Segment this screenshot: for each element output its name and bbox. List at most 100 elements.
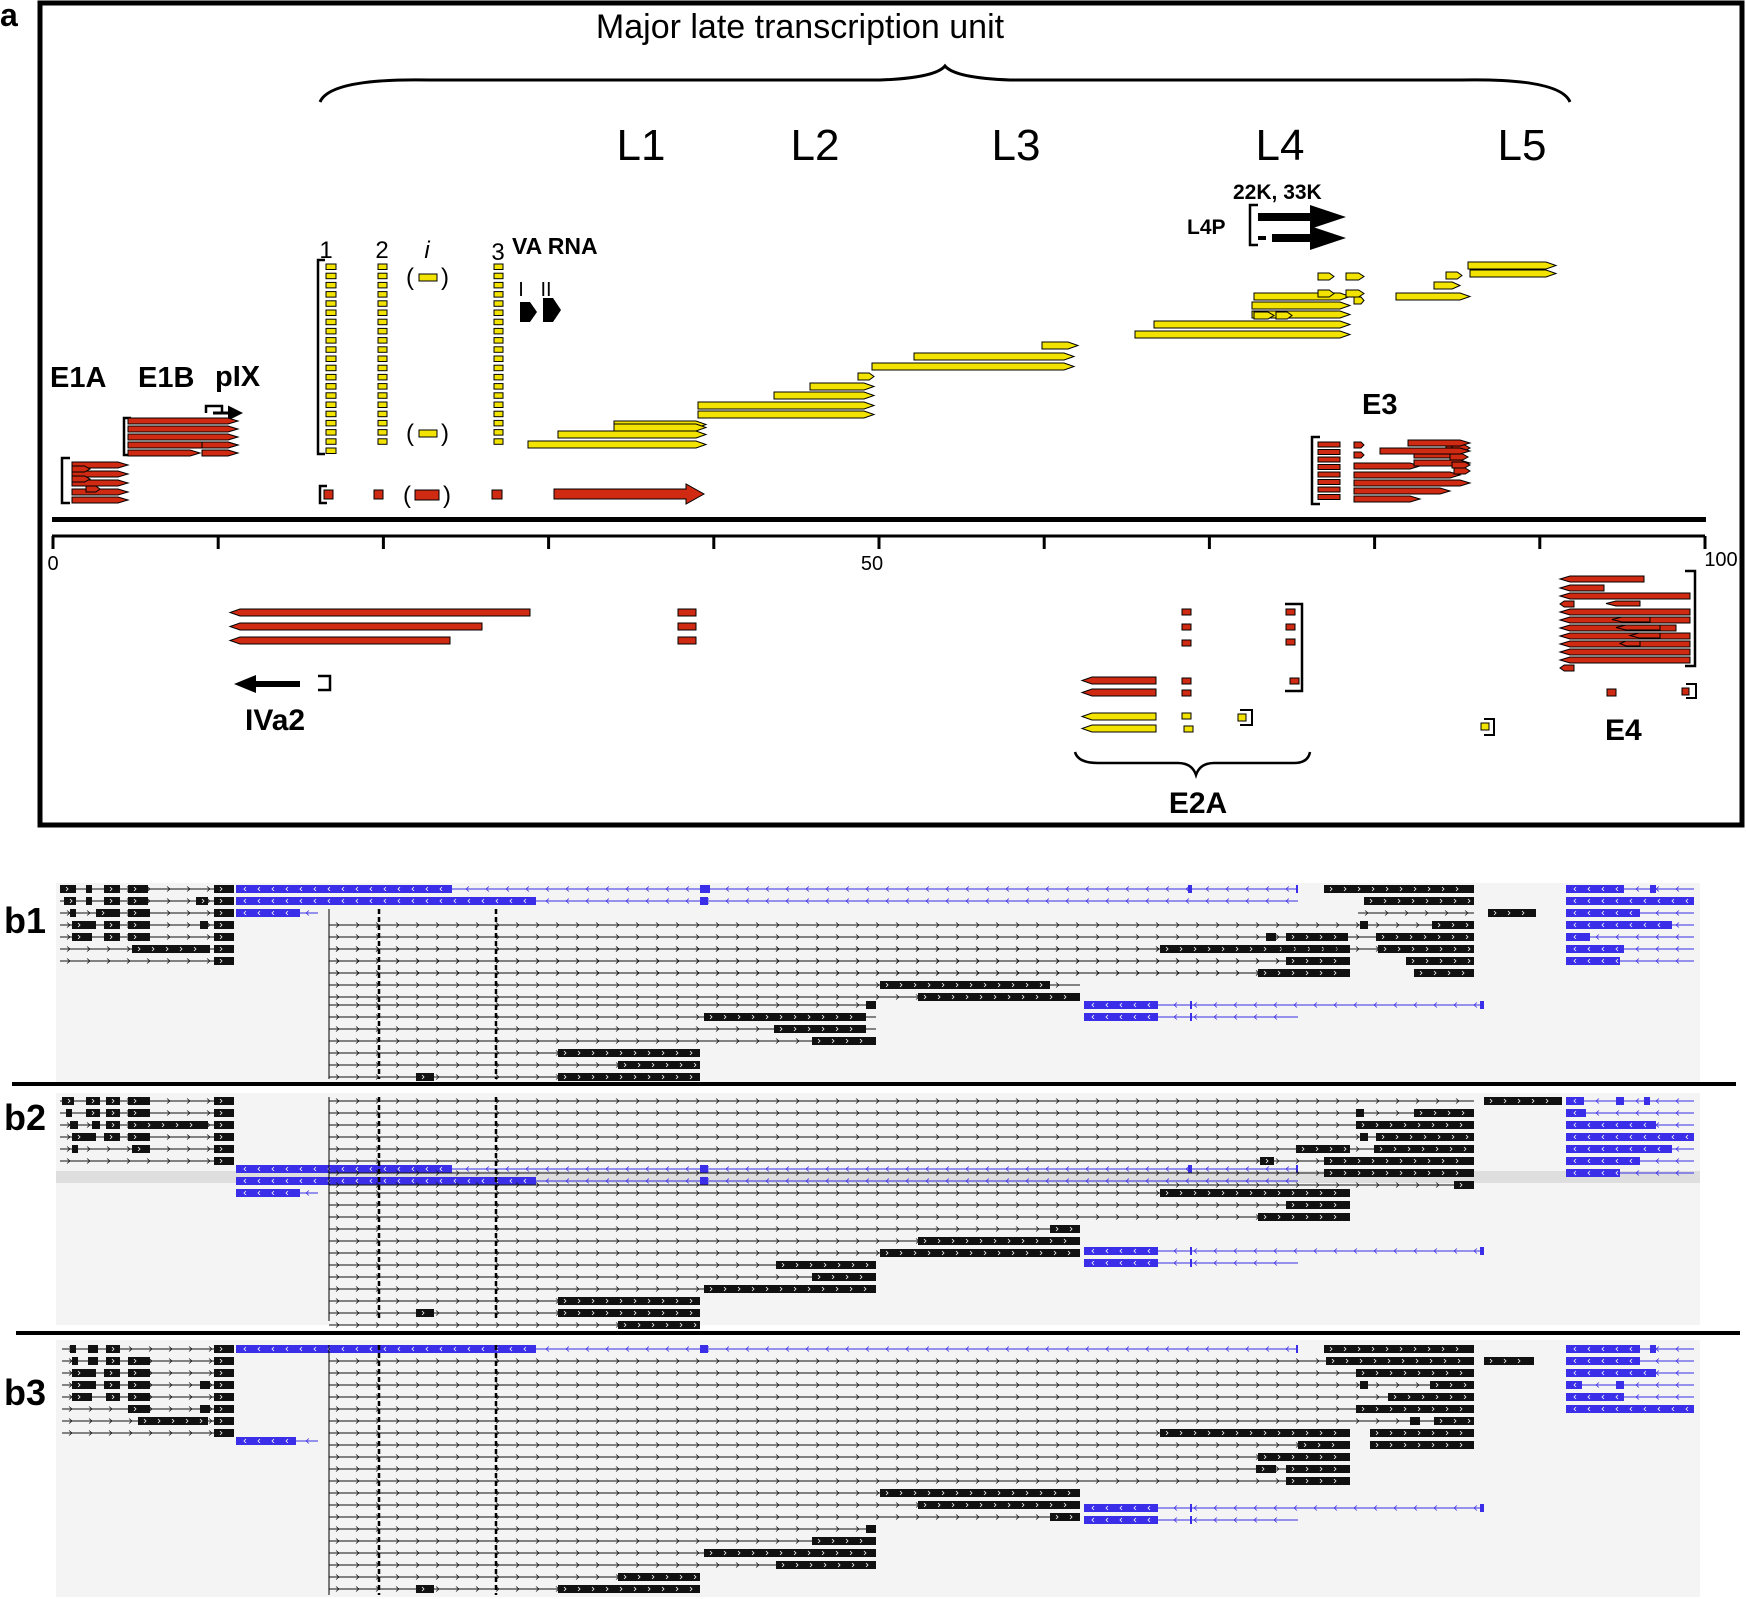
exon-chevron <box>605 1310 609 1316</box>
strand-chevron <box>1205 1346 1210 1352</box>
strand-chevron <box>975 1358 980 1364</box>
strand-chevron <box>86 1158 91 1164</box>
exon-chevron <box>481 1178 485 1184</box>
exon-chevron <box>425 886 429 892</box>
strand-chevron <box>755 982 760 988</box>
strand-chevron <box>1055 1358 1060 1364</box>
strand-chevron <box>885 1178 890 1184</box>
exon-chevron <box>1465 934 1469 940</box>
exon-chevron <box>369 898 373 904</box>
track-exon <box>214 1345 234 1353</box>
strand-chevron <box>455 1134 460 1140</box>
track-exon <box>72 1393 92 1401</box>
late-mrna <box>1275 311 1293 320</box>
strand-chevron <box>735 1134 740 1140</box>
strand-chevron <box>575 922 580 928</box>
strand-chevron <box>1655 1158 1660 1164</box>
track-exon <box>132 945 210 953</box>
strand-chevron <box>955 1418 960 1424</box>
exon-chevron <box>1395 934 1399 940</box>
track-exon <box>96 909 120 917</box>
strand-chevron <box>775 1002 780 1008</box>
strand-chevron <box>835 1358 840 1364</box>
strand-chevron <box>835 1202 840 1208</box>
strand-chevron <box>615 1238 620 1244</box>
leader-exon <box>377 401 388 408</box>
strand-chevron <box>1135 1430 1140 1436</box>
strand-chevron <box>975 1098 980 1104</box>
track-exon <box>558 1297 700 1305</box>
track-exon <box>774 1025 866 1033</box>
strand-chevron <box>1375 1110 1380 1116</box>
leader-label-2: 2 <box>375 237 388 264</box>
strand-chevron <box>915 1394 920 1400</box>
strand-chevron <box>435 1038 440 1044</box>
strand-chevron <box>875 1454 880 1460</box>
strand-chevron <box>735 1514 740 1520</box>
panel-b1-label: b1 <box>4 900 46 941</box>
strand-chevron <box>1055 1098 1060 1104</box>
exon-chevron <box>1521 910 1525 916</box>
exon-chevron <box>1587 886 1591 892</box>
strand-chevron <box>475 1110 480 1116</box>
strand-chevron <box>655 1442 660 1448</box>
strand-chevron <box>795 1382 800 1388</box>
strand-chevron <box>355 1190 360 1196</box>
exon-chevron <box>1601 1158 1605 1164</box>
strand-chevron <box>435 1406 440 1412</box>
track-exon <box>72 933 92 941</box>
track-exon <box>106 1345 120 1353</box>
exon-chevron <box>1105 1505 1109 1511</box>
strand-chevron <box>595 1550 600 1556</box>
exon-chevron <box>439 1166 443 1172</box>
strand-chevron <box>1055 1202 1060 1208</box>
strand-chevron <box>1313 1248 1318 1254</box>
e1a-exon <box>71 496 130 504</box>
exon-chevron <box>257 910 261 916</box>
strand-chevron <box>455 1286 460 1292</box>
strand-chevron <box>68 1418 73 1424</box>
strand-chevron <box>188 1394 193 1400</box>
strand-chevron <box>985 886 990 892</box>
strand-chevron <box>635 1550 640 1556</box>
strand-chevron <box>915 1202 920 1208</box>
strand-chevron <box>1473 1505 1478 1511</box>
strand-chevron <box>1145 1346 1150 1352</box>
strand-chevron <box>335 1098 340 1104</box>
strand-chevron <box>755 1214 760 1220</box>
track-exon <box>1160 1189 1350 1197</box>
strand-chevron <box>835 1406 840 1412</box>
strand-chevron <box>1015 922 1020 928</box>
exon-chevron <box>1375 1430 1379 1436</box>
strand-chevron <box>815 1250 820 1256</box>
track-exon <box>106 1097 120 1105</box>
strand-chevron <box>1315 1110 1320 1116</box>
strand-chevron <box>515 1574 520 1580</box>
strand-chevron <box>715 1134 720 1140</box>
strand-chevron <box>1155 946 1160 952</box>
tracks-b2 <box>60 1097 1694 1329</box>
strand-chevron <box>415 1002 420 1008</box>
leader-exon <box>377 392 388 399</box>
strand-chevron <box>355 1170 360 1176</box>
exon-chevron <box>1319 1478 1323 1484</box>
strand-chevron <box>1313 1505 1318 1511</box>
strand-chevron <box>535 1262 540 1268</box>
strand-chevron <box>335 1038 340 1044</box>
strand-chevron <box>575 1550 580 1556</box>
strand-chevron <box>715 970 720 976</box>
strand-chevron <box>1155 1382 1160 1388</box>
exon-chevron <box>1265 1158 1269 1164</box>
iva2-label: IVa2 <box>245 704 305 737</box>
exon-chevron <box>793 1286 797 1292</box>
exon-chevron <box>453 898 457 904</box>
strand-chevron <box>88 1418 93 1424</box>
leader-exon <box>325 327 337 335</box>
exon-chevron <box>109 1370 113 1376</box>
leader-exon <box>325 419 337 427</box>
strand-chevron <box>675 1478 680 1484</box>
strand-chevron <box>335 1442 340 1448</box>
exon-chevron <box>1011 1250 1015 1256</box>
strand-chevron <box>575 1418 580 1424</box>
strand-chevron <box>1025 886 1030 892</box>
